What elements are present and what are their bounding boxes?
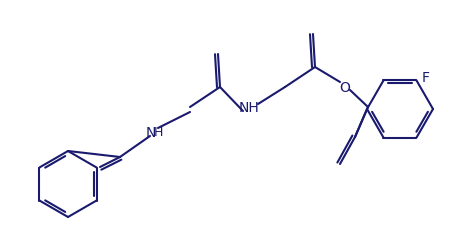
Text: NH: NH	[239, 101, 259, 115]
Text: N: N	[146, 125, 156, 139]
Text: O: O	[339, 81, 350, 94]
Text: F: F	[421, 71, 430, 85]
Text: H: H	[153, 126, 163, 139]
